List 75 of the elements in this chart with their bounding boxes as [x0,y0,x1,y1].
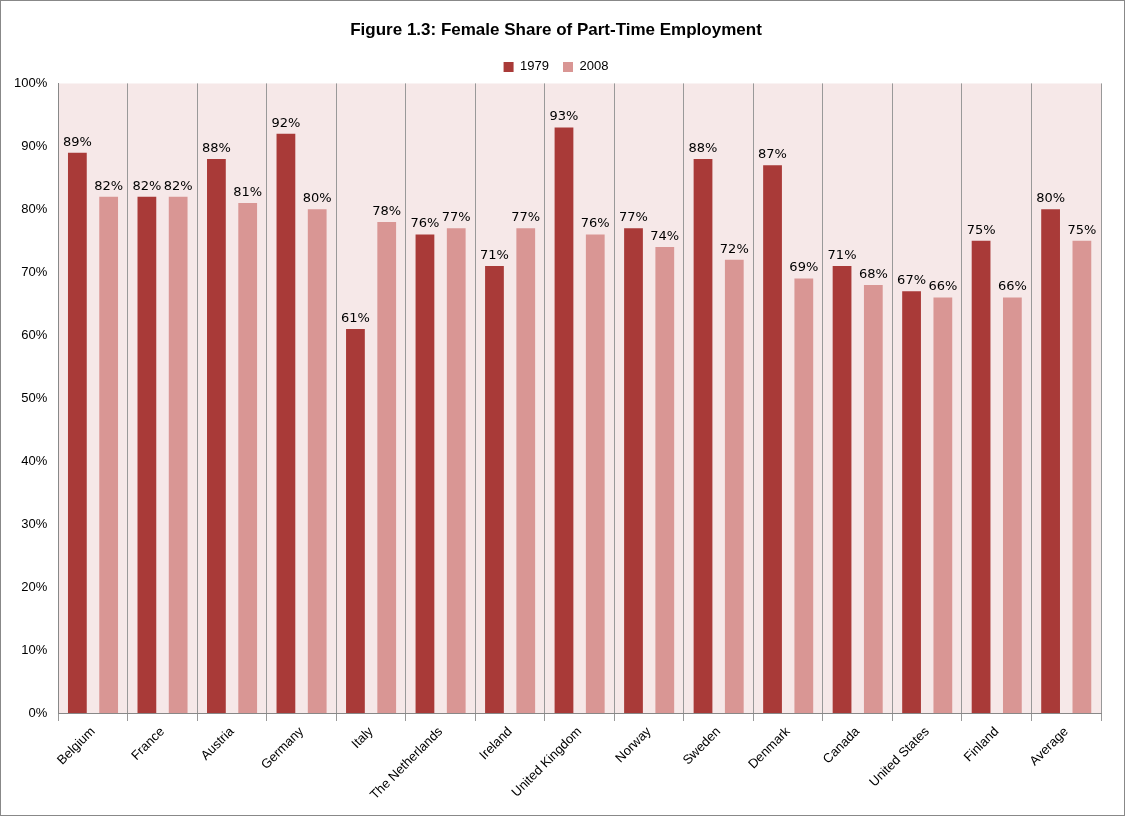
data-label: 77% [619,209,648,225]
bar [67,152,87,714]
bar [485,265,504,714]
bar [585,234,605,714]
data-label: 61% [340,309,370,325]
data-label: 66% [997,278,1027,294]
bar [276,133,296,714]
bar [693,158,713,714]
legend-label: 2008 [579,58,609,74]
data-label: 77% [441,209,471,225]
data-label: 72% [719,240,749,256]
data-label: 80% [302,190,332,206]
bar [99,196,119,714]
data-label: 75% [1067,221,1097,237]
bar [863,284,883,714]
data-label: 74% [650,227,680,243]
x-tick-label: Italy [348,723,377,752]
data-label: 75% [966,221,996,237]
data-label: 80% [1036,190,1066,206]
data-label: 76% [410,215,440,231]
data-label: 78% [372,202,402,218]
y-tick-label: 100% [14,74,48,90]
y-tick-label: 90% [21,137,48,153]
data-label: 68% [858,265,888,281]
bar [307,209,327,714]
data-label: 76% [580,215,610,231]
bar [971,240,991,714]
data-label: 71% [480,246,509,262]
chart-title: Figure 1.3: Female Share of Part-Time Employment [350,19,763,39]
data-label: 82% [94,177,124,193]
y-tick-label: 40% [21,452,48,468]
bar [377,221,397,714]
data-label: 66% [928,278,958,294]
data-label: 69% [789,259,819,275]
bar [655,247,675,714]
y-tick-label: 10% [21,641,48,657]
data-label: 82% [132,177,162,193]
data-label: 87% [758,146,787,162]
bar [624,228,643,714]
data-label: 67% [897,272,927,288]
data-label: 92% [271,114,301,130]
bar [832,265,852,714]
bar [168,196,188,714]
bar [516,228,536,714]
data-label: 93% [549,108,579,124]
data-label: 88% [688,139,718,155]
data-label: 82% [163,177,193,193]
bar [346,328,365,714]
data-label: 77% [511,209,541,225]
data-label: 89% [62,133,92,149]
data-label: 88% [201,139,231,155]
bar [763,165,782,714]
bar [137,196,157,714]
bar [933,297,953,714]
bar [207,158,226,714]
y-tick-label: 70% [21,263,48,279]
bar [238,203,258,714]
y-tick-label: 30% [21,515,48,531]
bar [724,259,744,714]
bar [1072,240,1092,714]
bar [794,278,814,714]
bar [446,228,466,714]
bar [1041,209,1060,714]
y-tick-label: 80% [21,200,48,216]
bar [415,234,435,714]
legend-label: 1979 [520,58,549,74]
bar [902,291,921,714]
y-tick-label: 60% [21,326,48,342]
y-tick-label: 50% [21,389,48,405]
data-label: 71% [827,246,857,262]
data-label: 81% [233,183,263,199]
y-tick-label: 0% [28,704,48,720]
y-tick-label: 20% [21,578,48,594]
bar [554,127,574,714]
bar [1002,297,1022,714]
